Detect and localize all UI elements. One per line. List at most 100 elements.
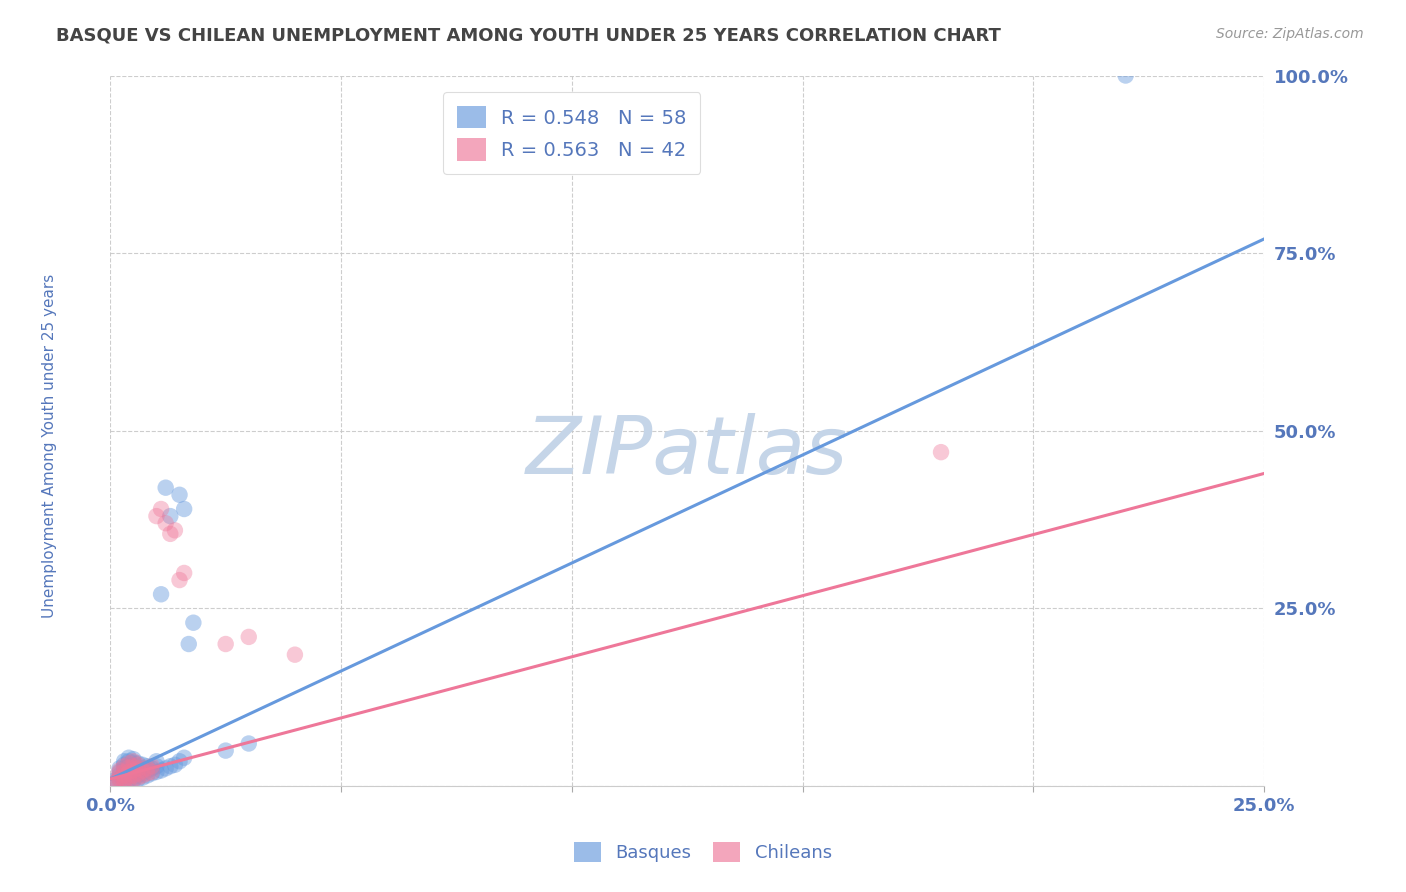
Point: [183, 615, 205, 630]
Point: [150, 587, 173, 601]
Point: [929, 445, 952, 459]
Point: [145, 509, 167, 524]
Point: [118, 754, 141, 768]
Point: [118, 772, 141, 786]
Point: [104, 773, 127, 788]
Text: BASQUE VS CHILEAN UNEMPLOYMENT AMONG YOUTH UNDER 25 YEARS CORRELATION CHART: BASQUE VS CHILEAN UNEMPLOYMENT AMONG YOU…: [56, 27, 1001, 45]
Point: [127, 761, 149, 775]
Point: [145, 754, 167, 768]
Point: [104, 777, 127, 791]
Point: [127, 764, 149, 779]
Point: [104, 775, 127, 789]
Point: [108, 764, 131, 779]
Point: [112, 773, 135, 788]
Point: [108, 761, 131, 775]
Point: [118, 759, 141, 773]
Point: [118, 770, 141, 784]
Point: [108, 768, 131, 782]
Point: [112, 771, 135, 785]
Point: [108, 773, 131, 788]
Point: [127, 757, 149, 772]
Point: [122, 764, 145, 778]
Point: [145, 759, 167, 773]
Point: [112, 768, 135, 782]
Point: [118, 750, 141, 764]
Point: [122, 766, 145, 780]
Point: [118, 764, 141, 779]
Point: [118, 756, 141, 771]
Point: [169, 488, 191, 502]
Point: [122, 771, 145, 785]
Point: [238, 737, 260, 751]
Point: [173, 502, 195, 516]
Point: [150, 764, 173, 778]
Point: [215, 637, 238, 651]
Point: [155, 761, 177, 775]
Point: [150, 502, 173, 516]
Point: [238, 630, 260, 644]
Point: [155, 481, 177, 495]
Point: [122, 752, 145, 766]
Point: [141, 759, 163, 773]
Point: [131, 757, 153, 772]
Point: [112, 775, 135, 789]
Text: Unemployment Among Youth under 25 years: Unemployment Among Youth under 25 years: [42, 274, 56, 618]
Point: [108, 764, 131, 778]
Point: [108, 766, 131, 780]
Point: [141, 766, 163, 780]
Point: [145, 764, 167, 779]
Point: [131, 766, 153, 780]
Point: [108, 772, 131, 786]
Point: [112, 757, 135, 772]
Text: ZIPatlas: ZIPatlas: [526, 413, 848, 491]
Point: [118, 768, 141, 782]
Point: [136, 759, 159, 773]
Point: [136, 768, 159, 782]
Point: [112, 759, 135, 773]
Point: [173, 750, 195, 764]
Point: [112, 766, 135, 780]
Point: [118, 764, 141, 778]
Point: [104, 775, 127, 789]
Point: [127, 772, 149, 786]
Point: [131, 768, 153, 782]
Point: [215, 743, 238, 757]
Point: [127, 766, 149, 780]
Point: [122, 764, 145, 778]
Point: [127, 756, 149, 771]
Point: [122, 759, 145, 773]
Point: [131, 761, 153, 775]
Point: [127, 768, 149, 782]
Point: [122, 772, 145, 786]
Point: [163, 757, 186, 772]
Point: [122, 768, 145, 782]
Point: [1115, 69, 1137, 83]
Point: [127, 761, 149, 775]
Point: [284, 648, 307, 662]
Legend: R = 0.548   N = 58, R = 0.563   N = 42: R = 0.548 N = 58, R = 0.563 N = 42: [443, 93, 700, 174]
Point: [136, 761, 159, 775]
Point: [122, 756, 145, 770]
Point: [173, 566, 195, 580]
Point: [131, 764, 153, 778]
Point: [159, 759, 181, 773]
Point: [108, 771, 131, 785]
Point: [112, 754, 135, 768]
Point: [169, 573, 191, 587]
Point: [155, 516, 177, 531]
Point: [112, 764, 135, 779]
Point: [122, 773, 145, 788]
Legend: Basques, Chileans: Basques, Chileans: [567, 835, 839, 870]
Point: [177, 637, 200, 651]
Point: [122, 754, 145, 768]
Point: [169, 754, 191, 768]
Point: [131, 771, 153, 785]
Point: [127, 771, 149, 785]
Point: [118, 773, 141, 788]
Point: [141, 761, 163, 775]
Point: [141, 764, 163, 779]
Point: [136, 766, 159, 780]
Point: [122, 759, 145, 773]
Point: [112, 772, 135, 786]
Text: Source: ZipAtlas.com: Source: ZipAtlas.com: [1216, 27, 1364, 41]
